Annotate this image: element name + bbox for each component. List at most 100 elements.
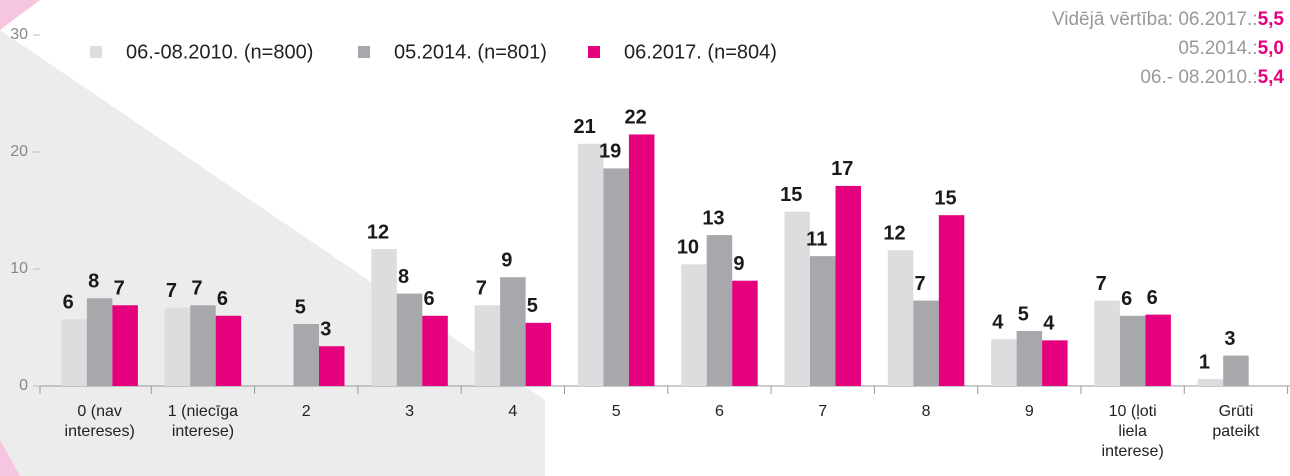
legend-label: 05.2014. (n=801)	[394, 41, 547, 63]
bar	[603, 168, 629, 386]
annotation: 06.- 08.2010.:5,4	[1140, 67, 1284, 88]
bar	[164, 307, 191, 386]
bar	[1094, 300, 1120, 386]
bar	[215, 315, 242, 386]
value-label: 7	[191, 278, 202, 300]
value-label: 12	[883, 223, 905, 245]
bar	[500, 277, 526, 386]
bar	[1016, 331, 1043, 386]
value-label: 17	[831, 158, 853, 180]
legend-swatch	[588, 46, 600, 58]
bar	[913, 300, 939, 386]
bar	[86, 298, 113, 386]
legend-swatch	[358, 46, 370, 58]
bar	[371, 249, 397, 386]
value-label: 8	[398, 266, 409, 288]
value-label: 7	[914, 273, 925, 295]
value-label: 7	[166, 280, 177, 302]
x-tick-label: 2	[301, 403, 311, 420]
x-tick-label: 0 (nav intereses)	[64, 403, 135, 440]
y-tick-label: 0	[19, 377, 28, 394]
value-label: 21	[574, 116, 596, 138]
value-label: 9	[733, 253, 744, 275]
value-label: 7	[476, 278, 487, 300]
bar	[1119, 315, 1146, 386]
x-tick-label: 9	[1024, 403, 1034, 420]
x-tick-label: 7	[818, 403, 828, 420]
value-label: 7	[1096, 273, 1107, 295]
value-label: 6	[1121, 288, 1132, 310]
bar	[938, 215, 965, 386]
value-label: 6	[217, 288, 228, 310]
bar	[525, 322, 552, 386]
bar	[784, 211, 810, 386]
bar	[319, 346, 345, 386]
bar	[1223, 355, 1249, 386]
value-label: 4	[992, 311, 1004, 333]
annotation-label: 05.2014.:	[1178, 38, 1257, 59]
y-tick-label: 30	[10, 26, 28, 43]
bar	[991, 339, 1017, 386]
value-label: 5	[295, 296, 306, 318]
x-tick-label: 3	[405, 403, 414, 420]
bar	[1145, 314, 1171, 386]
value-label: 9	[501, 249, 512, 271]
annotation-value: 5,0	[1258, 38, 1284, 59]
value-label: 22	[625, 107, 647, 129]
bar	[396, 293, 423, 386]
value-label: 10	[677, 237, 699, 259]
bar	[577, 143, 604, 386]
legend-swatch	[90, 46, 102, 58]
bar	[810, 256, 836, 386]
value-label: 6	[423, 288, 434, 310]
x-tick-label: 6	[714, 403, 724, 420]
value-label: 15	[934, 187, 956, 209]
x-tick-label: 5	[611, 403, 621, 420]
bar	[628, 134, 655, 386]
annotation: 05.2014.:5,0	[1178, 38, 1284, 59]
bar	[112, 305, 138, 386]
value-label: 6	[1147, 287, 1158, 309]
value-label: 11	[806, 228, 827, 250]
value-label: 19	[599, 141, 621, 163]
x-tick-label: Grūti pateikt	[1212, 403, 1260, 440]
value-label: 13	[702, 207, 724, 229]
x-tick-label: 10 (ļoti liela interese)	[1101, 403, 1164, 460]
bar	[1197, 378, 1224, 386]
value-label: 7	[114, 278, 125, 300]
bar	[835, 185, 861, 386]
bar	[293, 323, 319, 386]
bar	[732, 280, 758, 386]
value-label: 4	[1043, 313, 1055, 335]
legend-label: 06.2017. (n=804)	[624, 41, 777, 63]
legend-label: 06.-08.2010. (n=800)	[126, 41, 313, 63]
annotation: Vidējā vērtība: 06.2017.:5,5	[1052, 9, 1284, 30]
value-label: 3	[320, 319, 331, 341]
y-tick-label: 20	[10, 143, 28, 160]
bar	[887, 250, 914, 386]
value-label: 3	[1224, 328, 1235, 350]
bar	[706, 235, 733, 386]
value-label: 12	[367, 221, 389, 243]
value-label: 6	[63, 292, 74, 314]
background-decor	[0, 0, 40, 30]
bar	[422, 315, 448, 386]
bar	[1042, 340, 1068, 386]
x-tick-label: 8	[921, 403, 931, 420]
bar	[681, 264, 707, 386]
annotation-value: 5,4	[1258, 67, 1285, 88]
value-label: 5	[527, 295, 538, 317]
annotation-label: 06.- 08.2010.:	[1140, 67, 1257, 88]
annotation-value: 5,5	[1258, 9, 1285, 30]
bar	[61, 319, 87, 386]
background-decor	[0, 440, 20, 476]
y-tick-label: 10	[10, 260, 28, 277]
x-tick-label: 1 (niecīga interese)	[167, 403, 239, 440]
value-label: 5	[1018, 303, 1029, 325]
x-tick-label: 4	[508, 403, 518, 420]
value-label: 8	[88, 271, 99, 293]
bar	[474, 305, 501, 386]
bar	[190, 305, 216, 386]
